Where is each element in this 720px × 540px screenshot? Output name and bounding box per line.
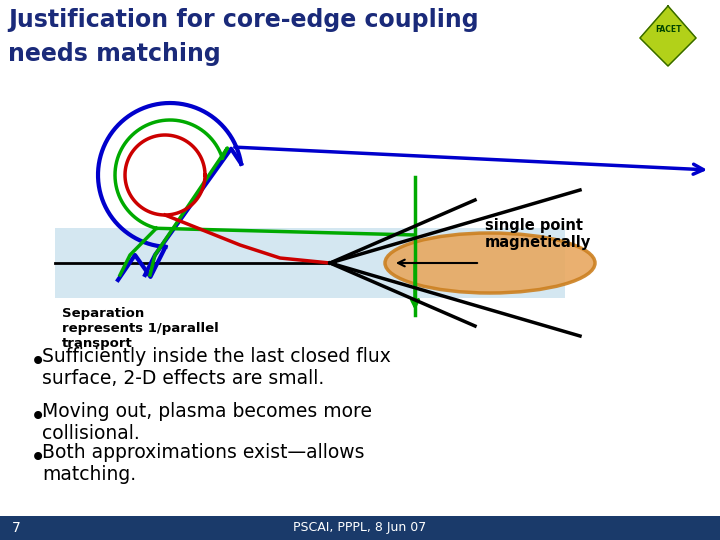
Text: needs matching: needs matching bbox=[8, 42, 221, 66]
Text: •: • bbox=[30, 444, 46, 472]
Text: single point
magnetically: single point magnetically bbox=[485, 218, 591, 250]
Text: Justification for core-edge coupling: Justification for core-edge coupling bbox=[8, 8, 479, 32]
Text: •: • bbox=[30, 403, 46, 431]
Text: FACET: FACET bbox=[654, 25, 681, 35]
Ellipse shape bbox=[385, 233, 595, 293]
Text: Separation
represents 1/parallel
transport: Separation represents 1/parallel transpo… bbox=[62, 307, 219, 350]
Text: Sufficiently inside the last closed flux
surface, 2-D effects are small.: Sufficiently inside the last closed flux… bbox=[42, 347, 391, 388]
Text: •: • bbox=[30, 348, 46, 376]
Text: 7: 7 bbox=[12, 521, 21, 535]
Text: PSCAI, PPPL, 8 Jun 07: PSCAI, PPPL, 8 Jun 07 bbox=[293, 522, 427, 535]
Bar bbox=[0, 516, 720, 540]
Text: Both approximations exist—allows
matching.: Both approximations exist—allows matchin… bbox=[42, 443, 364, 484]
Text: Moving out, plasma becomes more
collisional.: Moving out, plasma becomes more collisio… bbox=[42, 402, 372, 443]
Bar bbox=[55, 228, 565, 298]
Polygon shape bbox=[640, 6, 696, 66]
